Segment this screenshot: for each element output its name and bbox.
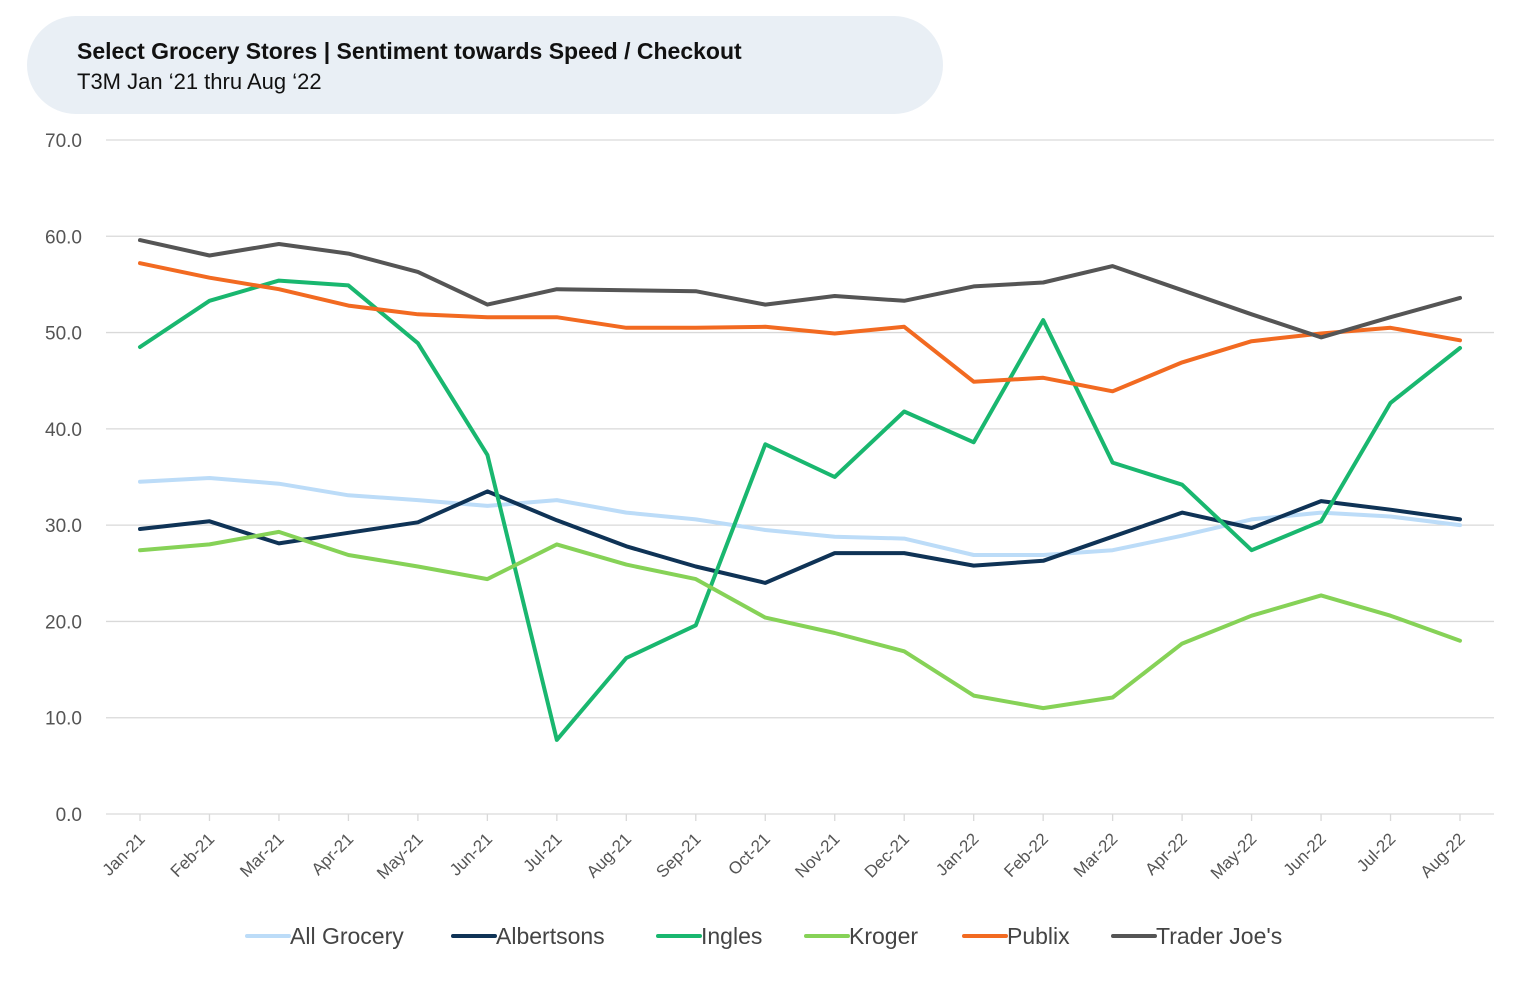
y-tick-label: 40.0 — [45, 420, 82, 441]
x-tick-label: Jan-22 — [932, 829, 982, 879]
series-line-albertsons — [138, 489, 1462, 585]
x-tick-label: Jul-21 — [519, 829, 565, 875]
legend-label: Trader Joe's — [1156, 923, 1282, 949]
series-line-kroger — [138, 529, 1462, 711]
legend-label: All Grocery — [290, 923, 404, 949]
y-tick-label: 70.0 — [45, 131, 82, 152]
x-tick-label: Apr-21 — [308, 829, 358, 879]
x-tick-label: Apr-22 — [1141, 829, 1191, 879]
series-line-publix — [138, 261, 1462, 394]
legend-item: Ingles — [656, 923, 762, 949]
x-tick-label: Mar-22 — [1070, 829, 1122, 881]
y-tick-label: 20.0 — [45, 612, 82, 633]
gridlines — [106, 139, 1494, 815]
y-tick-label: 10.0 — [45, 709, 82, 730]
series-line-trader-joe-s — [138, 238, 1462, 340]
legend-item: All Grocery — [245, 923, 404, 949]
legend-item: Kroger — [804, 923, 918, 949]
series-line-ingles — [138, 278, 1462, 742]
title-banner — [27, 16, 943, 114]
x-tick-label: Aug-21 — [583, 829, 635, 881]
x-tick-label: Jan-21 — [99, 829, 149, 879]
x-tick-label: Jun-21 — [446, 829, 496, 879]
x-tick-label: May-22 — [1207, 829, 1261, 883]
x-tick-label: May-21 — [373, 829, 427, 883]
x-axis-ticks: Jan-21 Feb-21 Mar-21 Apr-21 May-21 Jun-21 Jul-… — [99, 814, 1469, 883]
x-tick-label: Aug-22 — [1417, 829, 1469, 881]
series-line-all-grocery — [138, 476, 1462, 557]
series-lines — [138, 238, 1462, 742]
chart-title: Select Grocery Stores | Sentiment toward… — [77, 38, 742, 64]
x-tick-label: Jul-22 — [1353, 829, 1399, 875]
legend-item: Albertsons — [451, 923, 605, 949]
y-tick-label: 0.0 — [56, 805, 82, 826]
x-tick-label: Nov-21 — [791, 829, 843, 881]
legend: All Grocery Albertsons Ingles Kroger Publix T… — [245, 923, 1282, 949]
x-tick-label: Feb-21 — [167, 829, 219, 881]
x-tick-label: Sep-21 — [652, 829, 704, 881]
x-tick-label: Dec-21 — [861, 829, 913, 881]
legend-label: Albertsons — [496, 923, 605, 949]
y-tick-label: 50.0 — [45, 324, 82, 345]
legend-item: Publix — [962, 923, 1070, 949]
x-tick-label: Jun-22 — [1280, 829, 1330, 879]
chart-subtitle: T3M Jan ‘21 thru Aug ‘22 — [77, 69, 322, 94]
x-tick-label: Feb-22 — [1000, 829, 1052, 881]
legend-label: Ingles — [701, 923, 762, 949]
legend-item: Trader Joe's — [1111, 923, 1282, 949]
legend-label: Publix — [1007, 923, 1070, 949]
y-axis-ticks: 0.0 10.0 20.0 30.0 40.0 50.0 60.0 70.0 — [45, 131, 82, 826]
x-tick-label: Oct-21 — [725, 829, 775, 879]
y-tick-label: 30.0 — [45, 516, 82, 537]
legend-label: Kroger — [849, 923, 918, 949]
x-tick-label: Mar-21 — [236, 829, 288, 881]
y-tick-label: 60.0 — [45, 227, 82, 248]
